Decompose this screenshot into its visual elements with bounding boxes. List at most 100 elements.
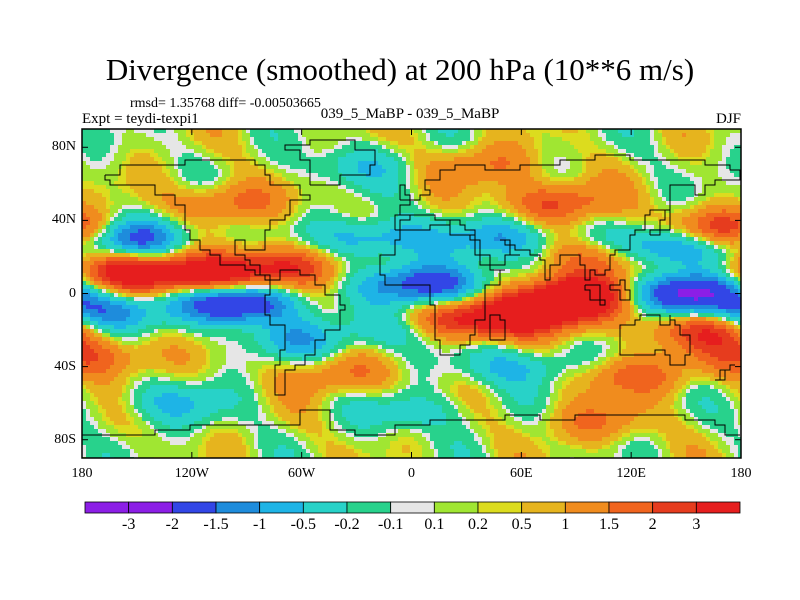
field-cell [358, 157, 363, 162]
field-cell [458, 209, 463, 214]
field-cell [494, 133, 499, 138]
field-cell [678, 209, 683, 214]
field-cell [678, 133, 683, 138]
field-cell [422, 157, 427, 162]
field-cell [294, 157, 299, 162]
field-cell [446, 169, 451, 174]
field-cell [502, 197, 507, 202]
field-cell [662, 245, 667, 250]
field-cell [686, 241, 691, 246]
field-cell [210, 225, 215, 230]
field-cell [474, 129, 479, 134]
field-cell [606, 229, 611, 234]
field-cell [154, 241, 159, 246]
field-cell [94, 173, 99, 178]
field-cell [382, 237, 387, 242]
field-cell [670, 237, 675, 242]
field-cell [174, 193, 179, 198]
field-cell [286, 133, 291, 138]
field-cell [206, 189, 211, 194]
field-cell [710, 193, 715, 198]
field-cell [178, 133, 183, 138]
field-cell [278, 237, 283, 242]
field-cell [470, 201, 475, 206]
field-cell [126, 141, 131, 146]
field-cell [94, 229, 99, 234]
field-cell [298, 201, 303, 206]
field-cell [618, 189, 623, 194]
field-cell [642, 185, 647, 190]
field-cell [258, 193, 263, 198]
field-cell [486, 141, 491, 146]
field-cell [546, 141, 551, 146]
field-cell [166, 209, 171, 214]
field-cell [222, 217, 227, 222]
field-cell [274, 225, 279, 230]
field-cell [458, 145, 463, 150]
field-cell [534, 209, 539, 214]
field-cell [238, 177, 243, 182]
field-cell [598, 129, 603, 134]
field-cell [338, 161, 343, 166]
field-cell [554, 221, 559, 226]
field-cell [490, 181, 495, 186]
field-cell [182, 237, 187, 242]
field-cell [702, 233, 707, 238]
field-cell [170, 237, 175, 242]
field-cell [626, 173, 631, 178]
field-cell [146, 137, 151, 142]
field-cell [666, 225, 671, 230]
field-cell [610, 237, 615, 242]
field-cell [318, 157, 323, 162]
field-cell [410, 189, 415, 194]
field-cell [506, 205, 511, 210]
field-cell [406, 149, 411, 154]
field-cell [214, 237, 219, 242]
field-cell [530, 181, 535, 186]
field-cell [514, 241, 519, 246]
field-cell [638, 229, 643, 234]
field-cell [726, 233, 731, 238]
field-cell [290, 241, 295, 246]
field-cell [370, 241, 375, 246]
field-cell [446, 185, 451, 190]
field-cell [606, 145, 611, 150]
field-cell [570, 177, 575, 182]
field-cell [454, 157, 459, 162]
field-cell [310, 241, 315, 246]
field-cell [658, 165, 663, 170]
field-cell [630, 229, 635, 234]
field-cell [154, 201, 159, 206]
field-cell [318, 149, 323, 154]
field-cell [442, 201, 447, 206]
field-cell [126, 229, 131, 234]
field-cell [294, 181, 299, 186]
field-cell [114, 189, 119, 194]
field-cell [86, 153, 91, 158]
field-cell [570, 201, 575, 206]
field-cell [630, 241, 635, 246]
field-cell [174, 205, 179, 210]
field-cell [694, 221, 699, 226]
field-cell [230, 157, 235, 162]
field-cell [138, 185, 143, 190]
field-cell [126, 189, 131, 194]
field-cell [150, 209, 155, 214]
field-cell [242, 209, 247, 214]
field-cell [182, 201, 187, 206]
field-cell [466, 161, 471, 166]
field-cell [442, 129, 447, 134]
field-cell [490, 233, 495, 238]
field-cell [290, 149, 295, 154]
field-cell [422, 129, 427, 134]
field-cell [630, 141, 635, 146]
field-cell [446, 193, 451, 198]
field-cell [198, 197, 203, 202]
field-cell [102, 193, 107, 198]
field-cell [534, 189, 539, 194]
field-cell [706, 213, 711, 218]
field-cell [722, 209, 727, 214]
field-cell [546, 197, 551, 202]
field-cell [98, 165, 103, 170]
field-cell [174, 181, 179, 186]
